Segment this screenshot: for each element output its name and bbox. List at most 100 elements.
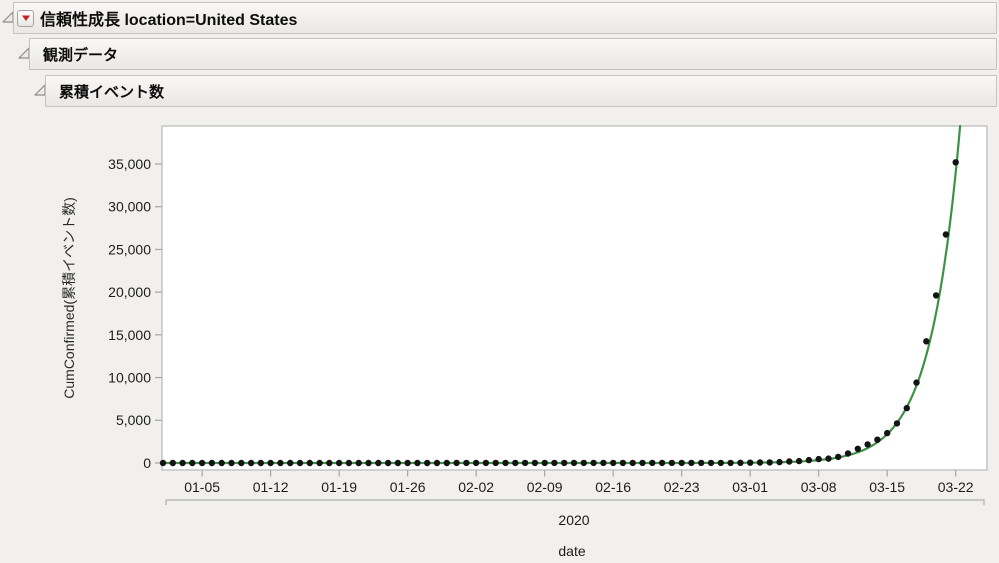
data-point[interactable]: [365, 459, 372, 467]
data-point[interactable]: [551, 459, 558, 467]
x-tick-label: 03-15: [869, 479, 905, 495]
data-point[interactable]: [355, 459, 362, 467]
data-point[interactable]: [874, 436, 881, 443]
outline-title-cumulative-events: 累積イベント数: [59, 83, 165, 101]
data-point[interactable]: [335, 459, 343, 467]
data-point[interactable]: [424, 459, 431, 467]
data-point[interactable]: [257, 459, 264, 467]
data-point[interactable]: [786, 458, 793, 465]
data-point[interactable]: [756, 459, 764, 466]
x-tick-label: 03-22: [938, 479, 974, 495]
data-point[interactable]: [649, 459, 656, 467]
x-axis-title: date: [558, 543, 586, 559]
data-point[interactable]: [678, 459, 685, 467]
data-point[interactable]: [590, 459, 597, 467]
data-point[interactable]: [747, 459, 754, 466]
data-point[interactable]: [952, 159, 959, 166]
data-point[interactable]: [277, 459, 284, 467]
data-point[interactable]: [658, 459, 666, 467]
data-point[interactable]: [472, 459, 480, 467]
data-point[interactable]: [198, 459, 206, 467]
data-point[interactable]: [433, 459, 441, 467]
data-point[interactable]: [942, 231, 950, 238]
data-point[interactable]: [394, 459, 402, 467]
data-point[interactable]: [805, 456, 813, 464]
outline-header-cumulative-events[interactable]: 累積イベント数: [45, 75, 997, 107]
data-point[interactable]: [502, 459, 509, 467]
data-point[interactable]: [512, 459, 519, 467]
data-point[interactable]: [159, 459, 167, 467]
data-point[interactable]: [453, 459, 460, 467]
data-point[interactable]: [619, 459, 627, 467]
data-point[interactable]: [835, 453, 842, 461]
data-point[interactable]: [179, 459, 186, 467]
data-point[interactable]: [218, 459, 225, 467]
data-point[interactable]: [247, 459, 255, 467]
data-point[interactable]: [541, 459, 548, 467]
data-point[interactable]: [698, 459, 705, 467]
data-point[interactable]: [482, 459, 490, 467]
plot-area[interactable]: [161, 125, 988, 471]
data-point[interactable]: [932, 292, 940, 299]
data-point[interactable]: [521, 459, 529, 467]
data-point[interactable]: [923, 338, 930, 345]
outline-header-observed-data[interactable]: 観測データ: [29, 38, 997, 70]
data-point[interactable]: [414, 459, 421, 467]
data-point[interactable]: [531, 459, 539, 467]
data-point[interactable]: [306, 459, 313, 467]
data-point[interactable]: [326, 459, 333, 467]
data-point[interactable]: [561, 459, 568, 467]
data-point[interactable]: [169, 459, 176, 467]
data-point[interactable]: [913, 379, 920, 386]
data-point[interactable]: [600, 459, 607, 467]
data-point[interactable]: [287, 459, 294, 467]
outline-header-reliability-growth[interactable]: 信頼性成長 location=United States: [13, 2, 997, 34]
y-tick-label: 15,000: [108, 327, 151, 343]
x-tick-label: 01-12: [253, 479, 289, 495]
data-point[interactable]: [737, 459, 744, 466]
data-point[interactable]: [492, 459, 499, 467]
data-point[interactable]: [903, 404, 910, 412]
data-point[interactable]: [815, 455, 822, 463]
data-point[interactable]: [629, 459, 636, 467]
data-point[interactable]: [296, 459, 304, 467]
data-point[interactable]: [570, 459, 578, 467]
data-point[interactable]: [766, 459, 773, 466]
data-point[interactable]: [825, 455, 832, 462]
data-point[interactable]: [189, 459, 196, 467]
data-point[interactable]: [208, 459, 216, 467]
data-point[interactable]: [404, 459, 411, 467]
data-point[interactable]: [844, 450, 852, 457]
data-point[interactable]: [707, 459, 715, 467]
data-point[interactable]: [345, 459, 353, 467]
data-point[interactable]: [228, 459, 235, 467]
x-tick-label: 01-19: [321, 479, 357, 495]
data-point[interactable]: [727, 459, 734, 467]
x-tick-label: 03-08: [801, 479, 837, 495]
data-point[interactable]: [893, 420, 901, 427]
data-point[interactable]: [463, 459, 470, 467]
data-point[interactable]: [795, 457, 803, 465]
data-point[interactable]: [854, 445, 861, 452]
data-point[interactable]: [267, 459, 274, 467]
data-point[interactable]: [316, 459, 323, 467]
y-tick-label: 10,000: [108, 369, 151, 385]
data-point[interactable]: [384, 459, 392, 467]
data-point[interactable]: [776, 458, 783, 466]
data-point[interactable]: [443, 459, 450, 467]
data-point[interactable]: [238, 459, 245, 467]
y-tick-label: 0: [143, 455, 151, 471]
data-point[interactable]: [580, 459, 587, 467]
data-point[interactable]: [375, 459, 382, 467]
data-point[interactable]: [639, 459, 646, 467]
data-point[interactable]: [864, 441, 871, 448]
red-triangle-menu-button[interactable]: [17, 9, 34, 27]
data-point[interactable]: [717, 459, 724, 467]
data-point[interactable]: [688, 459, 695, 467]
outline-title-reliability-growth: 信頼性成長 location=United States: [40, 12, 298, 29]
data-point[interactable]: [668, 459, 676, 467]
data-point[interactable]: [884, 429, 891, 437]
data-point[interactable]: [610, 459, 617, 467]
